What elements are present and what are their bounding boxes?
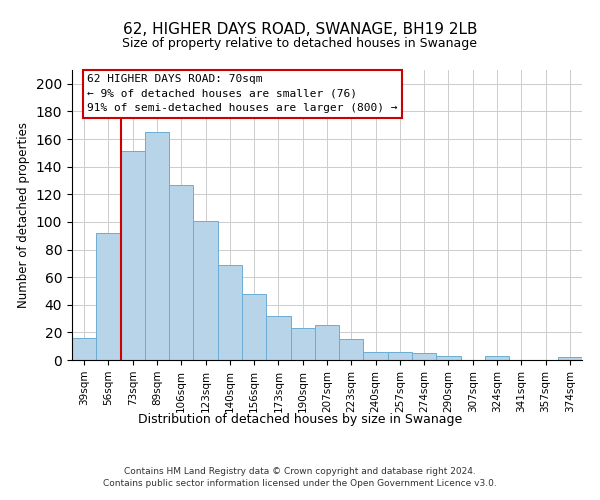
Bar [485, 356, 509, 360]
Bar [72, 338, 96, 360]
Bar [436, 356, 461, 360]
Bar [218, 264, 242, 360]
Text: Size of property relative to detached houses in Swanage: Size of property relative to detached ho… [122, 38, 478, 51]
Bar [315, 326, 339, 360]
Text: 62 HIGHER DAYS ROAD: 70sqm
← 9% of detached houses are smaller (76)
91% of semi-: 62 HIGHER DAYS ROAD: 70sqm ← 9% of detac… [88, 74, 398, 113]
Bar [169, 184, 193, 360]
Bar [364, 352, 388, 360]
Bar [290, 328, 315, 360]
Bar [266, 316, 290, 360]
Text: Contains HM Land Registry data © Crown copyright and database right 2024.: Contains HM Land Registry data © Crown c… [124, 468, 476, 476]
Text: Distribution of detached houses by size in Swanage: Distribution of detached houses by size … [138, 412, 462, 426]
Bar [145, 132, 169, 360]
Bar [121, 152, 145, 360]
Y-axis label: Number of detached properties: Number of detached properties [17, 122, 30, 308]
Text: 62, HIGHER DAYS ROAD, SWANAGE, BH19 2LB: 62, HIGHER DAYS ROAD, SWANAGE, BH19 2LB [123, 22, 477, 38]
Text: Contains public sector information licensed under the Open Government Licence v3: Contains public sector information licen… [103, 479, 497, 488]
Bar [388, 352, 412, 360]
Bar [96, 233, 121, 360]
Bar [339, 340, 364, 360]
Bar [242, 294, 266, 360]
Bar [558, 357, 582, 360]
Bar [412, 353, 436, 360]
Bar [193, 220, 218, 360]
